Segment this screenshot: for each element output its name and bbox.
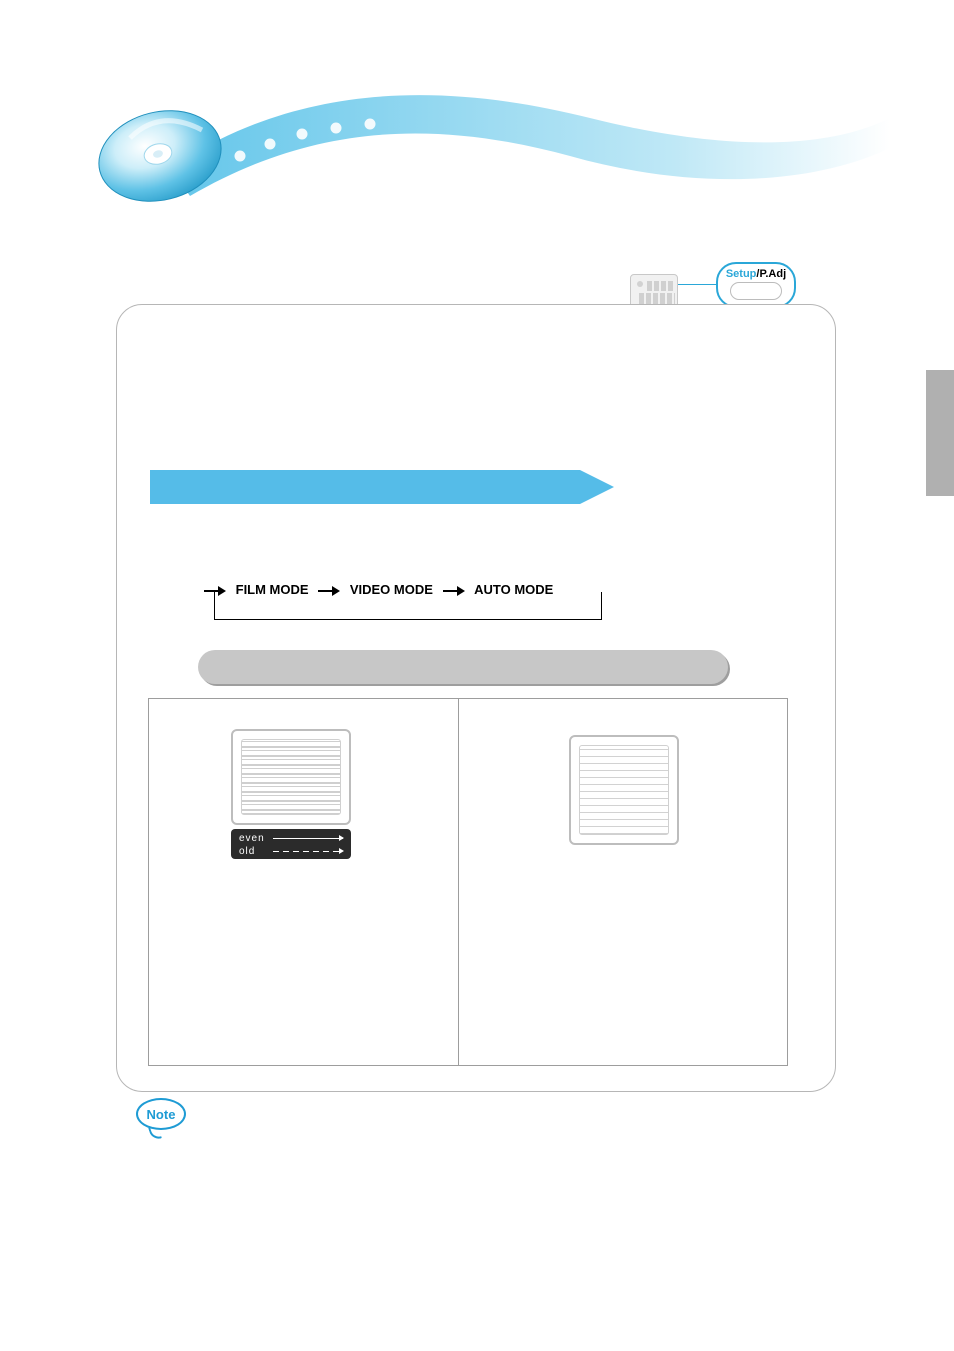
grid-divider	[458, 699, 459, 1065]
mode-item: VIDEO MODE	[344, 582, 439, 597]
mode-loop-tick	[214, 592, 215, 602]
mode-item: FILM MODE	[230, 582, 315, 597]
legend-solid-line-icon	[273, 838, 343, 839]
setup-padj-button[interactable]: Setup/P.Adj	[716, 262, 796, 308]
mode-loop-tick	[601, 592, 602, 602]
arrow-right-icon	[443, 586, 465, 596]
note-callout: Note	[136, 1098, 196, 1146]
section-ribbon	[150, 470, 620, 504]
progressive-tv-icon	[569, 735, 679, 845]
arrow-right-icon	[204, 586, 226, 596]
film-swoosh-icon	[170, 78, 890, 228]
page-side-tab	[926, 370, 954, 496]
legend-old-label: old	[239, 846, 273, 857]
arrow-right-icon	[318, 586, 340, 596]
legend-dashed-line-icon	[273, 851, 343, 852]
padj-label: /P.Adj	[756, 268, 786, 280]
mode-loop-line	[214, 602, 602, 620]
sub-section-ribbon	[198, 650, 728, 684]
interlaced-tv-icon	[231, 729, 351, 825]
evenodd-legend: even old	[231, 829, 351, 859]
hero-banner	[90, 60, 890, 220]
setup-label: Setup	[726, 268, 757, 280]
disc-icon	[90, 78, 240, 228]
note-label: Note	[136, 1098, 186, 1130]
comparison-grid: even old	[148, 698, 788, 1066]
legend-even-label: even	[239, 833, 273, 844]
callout-line	[678, 284, 716, 285]
mode-item: AUTO MODE	[468, 582, 559, 597]
